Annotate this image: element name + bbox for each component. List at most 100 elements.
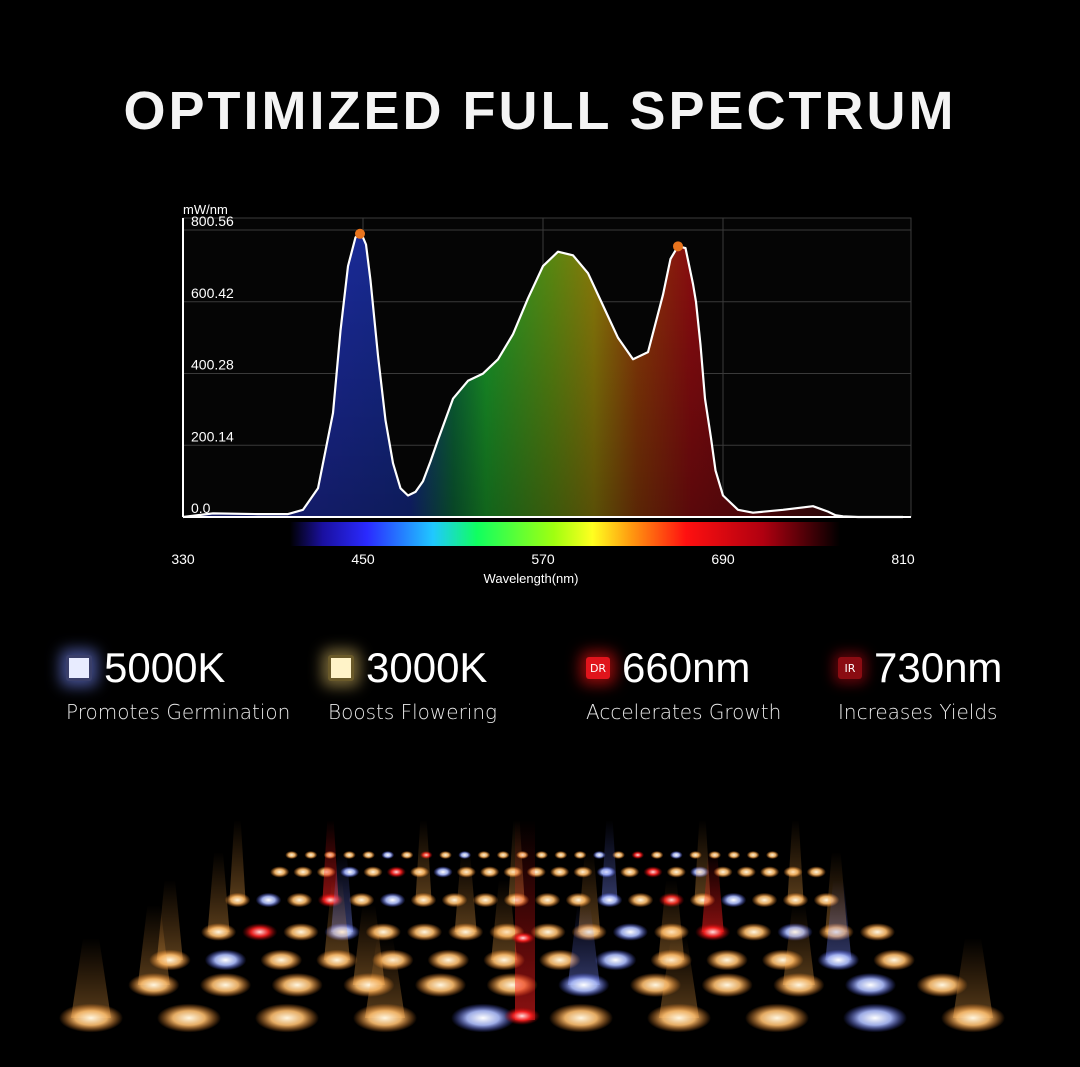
led-dot <box>496 851 510 859</box>
led-dot <box>669 851 683 859</box>
tick-labels: 0.0 200.14 400.28 600.42 800.56 330 450 570 690 8… <box>171 213 915 567</box>
page-title: OPTIMIZED FULL SPECTRUM <box>123 81 957 141</box>
led-dot <box>594 949 637 971</box>
led-dot <box>304 851 318 859</box>
led-dot <box>379 892 406 908</box>
led-dot <box>316 949 358 971</box>
spectrum-area <box>182 228 903 519</box>
led-dot <box>260 949 303 971</box>
led-dot <box>596 892 623 908</box>
led-dot <box>666 866 686 878</box>
led-dot <box>530 923 566 941</box>
led-dot <box>285 851 299 859</box>
feature-value: 5000K <box>104 644 226 691</box>
led-dot <box>550 866 570 878</box>
led-dot <box>255 1003 319 1033</box>
led-dot <box>720 892 747 908</box>
light-beam <box>953 938 993 1018</box>
led-dot <box>400 851 414 859</box>
y-tick-label: 800.56 <box>191 213 234 229</box>
led-dot <box>627 892 654 908</box>
led-dot <box>612 923 648 941</box>
led-dot <box>727 851 741 859</box>
led-dot <box>204 949 247 971</box>
led-dot <box>242 923 278 941</box>
feature-heading: DR 660nm <box>586 640 846 696</box>
led-dot <box>695 923 731 941</box>
led-dot <box>480 866 500 878</box>
led-dot <box>573 851 587 859</box>
led-dot <box>59 1003 123 1033</box>
led-dot <box>620 866 640 878</box>
feature-3000k: 3000K Boosts Flowering <box>328 640 588 724</box>
led-dot <box>554 851 568 859</box>
light-beam <box>365 938 405 1018</box>
led-dot <box>483 949 525 971</box>
feature-label: Increases Yields <box>838 700 998 724</box>
led-dot <box>199 973 252 997</box>
white-led-icon <box>66 655 92 681</box>
feature-value: 730nm <box>874 644 1003 691</box>
light-beam <box>491 880 518 960</box>
light-beam <box>415 820 432 900</box>
led-dot <box>643 866 663 878</box>
x-tick-label: 810 <box>891 551 915 567</box>
x-tick-label: 450 <box>351 551 375 567</box>
led-dot <box>414 973 467 997</box>
light-beam <box>782 905 815 985</box>
led-dot <box>941 1003 1005 1033</box>
led-dot <box>817 949 860 971</box>
light-beam <box>825 880 852 960</box>
light-beam <box>137 905 170 985</box>
led-dot <box>255 892 282 908</box>
led-dot <box>612 851 625 859</box>
led-dot <box>592 851 606 859</box>
feature-heading: 3000K <box>328 640 588 696</box>
feature-label: Accelerates Growth <box>586 700 782 724</box>
led-dot <box>386 866 406 878</box>
led-dot <box>504 1007 540 1025</box>
y-tick-label: 600.42 <box>191 285 234 301</box>
light-beam <box>229 820 246 900</box>
led-dot <box>283 923 319 941</box>
feature-heading: IR 730nm <box>838 640 1080 696</box>
light-beam <box>567 905 600 985</box>
led-dot <box>406 923 443 941</box>
led-dot <box>157 1003 221 1033</box>
light-beam <box>701 852 724 932</box>
led-dot <box>736 866 756 878</box>
led-dot <box>765 851 779 859</box>
light-beam <box>601 820 618 900</box>
infrared-led-icon: IR <box>838 657 862 679</box>
light-beam <box>324 880 350 960</box>
y-tick-label: 200.14 <box>191 428 234 444</box>
led-dot <box>558 973 610 997</box>
led-dot <box>439 851 452 859</box>
y-tick-label: 400.28 <box>191 357 234 373</box>
led-dot <box>477 851 491 859</box>
led-dot <box>427 949 470 971</box>
led-dot <box>270 866 290 878</box>
warm-led-icon <box>328 655 354 681</box>
visible-spectrum-bar <box>290 522 840 546</box>
led-dot <box>534 892 561 908</box>
led-dot <box>128 973 180 997</box>
x-tick-label: 570 <box>531 551 555 567</box>
feature-730nm: IR 730nm Increases Yields <box>838 640 1080 724</box>
led-dot <box>745 1003 809 1033</box>
led-dot <box>751 892 778 908</box>
led-dot <box>224 892 251 908</box>
led-dot <box>806 866 826 878</box>
feature-value: 660nm <box>622 644 751 691</box>
feature-value: 3000K <box>366 644 488 691</box>
spectrum-shade <box>183 233 903 518</box>
light-beam <box>787 820 804 900</box>
led-dot <box>200 923 237 941</box>
led-dot <box>843 1003 907 1033</box>
led-floor-illustration <box>59 820 1005 1033</box>
deep-red-led-icon: DR <box>586 657 610 679</box>
light-beam <box>454 852 477 932</box>
led-dot <box>410 892 437 908</box>
led-dot <box>760 866 780 878</box>
feature-660nm: DR 660nm Accelerates Growth <box>586 640 846 724</box>
